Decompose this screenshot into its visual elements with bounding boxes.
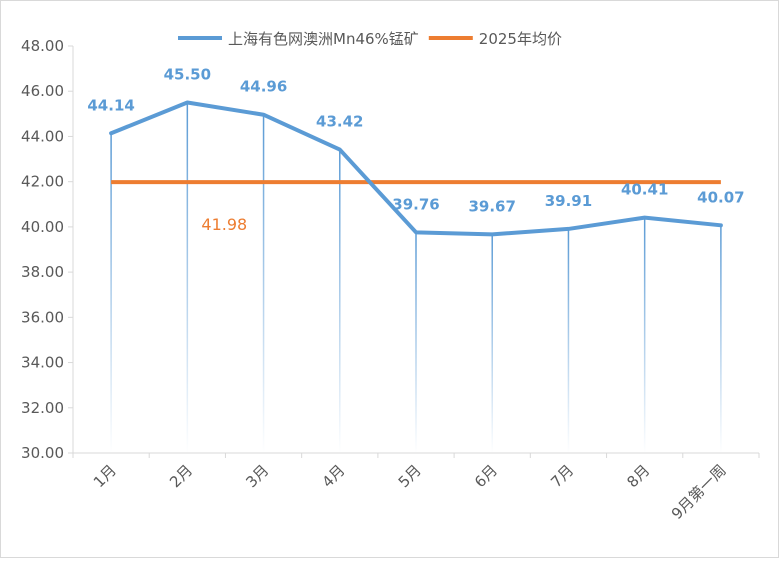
y-tick-label: 42.00 [21,173,64,191]
legend-label-avg: 2025年均价 [479,30,562,48]
manganese-price-line [109,100,723,237]
y-tick-label: 40.00 [21,218,64,236]
y-tick-label: 34.00 [21,354,64,372]
drop-line [339,149,341,453]
drop-line [567,228,570,453]
drop-line [262,114,265,453]
data-labels: 44.14 45.50 44.96 43.42 39.76 39.67 39.91 40.41… [87,66,744,235]
x-tick-label: 2月 [166,461,196,491]
drop-line [720,225,722,453]
average-data-label: 41.98 [201,215,247,234]
drop-line [643,217,646,453]
data-label: 45.50 [164,66,211,84]
drop-line [415,232,417,453]
legend-label-series-1: 上海有色网澳洲Mn46%锰矿 [228,30,419,48]
drop-line [186,102,189,454]
y-tick-label: 46.00 [21,82,64,100]
y-tick-label: 32.00 [21,399,64,417]
x-tick-label: 9月第一周 [668,461,730,523]
y-tick-label: 30.00 [21,444,64,462]
data-label: 44.14 [87,96,134,114]
data-label: 44.96 [240,78,287,96]
y-tick-label: 38.00 [21,263,64,281]
y-tick-label: 48.00 [21,37,64,55]
x-tick-label: 1月 [90,461,120,491]
drop-line [491,234,493,453]
drop-line [110,133,112,454]
series-group [109,100,723,237]
x-tick-label: 3月 [242,461,272,491]
data-label: 39.76 [392,195,439,213]
x-tick-label: 5月 [395,461,425,491]
y-tick-label: 36.00 [21,308,64,326]
x-tick-label: 6月 [471,461,501,491]
drop-lines [110,102,722,454]
data-label: 43.42 [316,113,363,131]
y-tick-label: 44.00 [21,127,64,145]
data-label: 39.91 [545,192,592,210]
data-label: 39.67 [468,197,515,215]
data-label: 40.07 [697,188,744,206]
y-axis: 30.00 32.00 34.00 36.00 38.00 40.00 42.00 44.00… [21,37,74,462]
x-axis: 1月 2月 3月 4月 5月 6月 7月 8月 9月第一周 [72,452,760,523]
x-tick-label: 8月 [623,461,653,491]
x-tick-label: 4月 [319,461,349,491]
data-label: 40.41 [621,181,668,199]
x-tick-label: 7月 [547,461,577,491]
legend: 上海有色网澳洲Mn46%锰矿 2025年均价 [178,30,562,48]
